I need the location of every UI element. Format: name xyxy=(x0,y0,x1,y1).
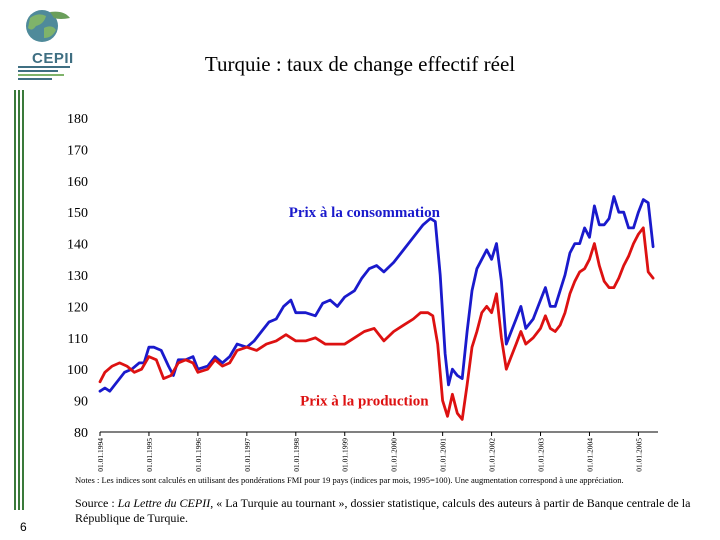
y-tick-label: 180 xyxy=(67,112,88,127)
y-tick-label: 110 xyxy=(68,332,88,347)
chart-source: Source : La Lettre du CEPII, « La Turqui… xyxy=(75,496,715,526)
x-tick-label: 01.01.2003 xyxy=(537,438,546,472)
series-line-production xyxy=(98,226,655,421)
chart-notes: Notes : Les indices sont calculés en uti… xyxy=(75,475,624,485)
x-tick-label: 01.01.2001 xyxy=(439,438,448,472)
source-prefix: Source : xyxy=(75,496,118,510)
page-number: 6 xyxy=(20,520,27,534)
cepii-logo: CEPII xyxy=(14,6,74,84)
y-tick-label: 130 xyxy=(67,269,88,284)
source-publication: La Lettre du CEPII xyxy=(117,496,211,510)
series-label: Prix à la production xyxy=(300,394,429,410)
x-tick-label: 01.01.1999 xyxy=(341,438,350,472)
series-label: Prix à la consommation xyxy=(289,205,441,221)
logo-text: CEPII xyxy=(32,50,74,67)
page-title: Turquie : taux de change effectif réel xyxy=(204,52,516,76)
y-tick-label: 120 xyxy=(67,300,88,315)
y-tick-label: 170 xyxy=(67,143,88,158)
globe-icon xyxy=(18,10,70,80)
y-tick-label: 160 xyxy=(67,175,88,190)
y-tick-label: 140 xyxy=(67,238,88,253)
x-tick-label: 01.01.2004 xyxy=(585,438,594,472)
x-tick-label: 01.01.1996 xyxy=(194,438,203,472)
x-tick-label: 01.01.2000 xyxy=(390,438,399,472)
y-tick-label: 80 xyxy=(74,426,88,441)
decorative-stripes xyxy=(14,90,26,510)
y-tick-label: 150 xyxy=(67,206,88,221)
x-tick-label: 01.01.1998 xyxy=(292,438,301,472)
y-tick-label: 100 xyxy=(67,363,88,378)
x-tick-label: 01.01.1994 xyxy=(96,438,105,472)
x-tick-label: 01.01.2002 xyxy=(488,438,497,472)
source-text: , « La Turquie au tournant », dossier st… xyxy=(75,496,691,525)
x-tick-label: 01.01.1995 xyxy=(145,438,154,472)
x-tick-label: 01.01.1997 xyxy=(243,438,252,472)
series-line-consommation xyxy=(98,195,655,393)
x-tick-label: 01.01.2005 xyxy=(634,438,643,472)
y-tick-label: 90 xyxy=(74,395,88,410)
